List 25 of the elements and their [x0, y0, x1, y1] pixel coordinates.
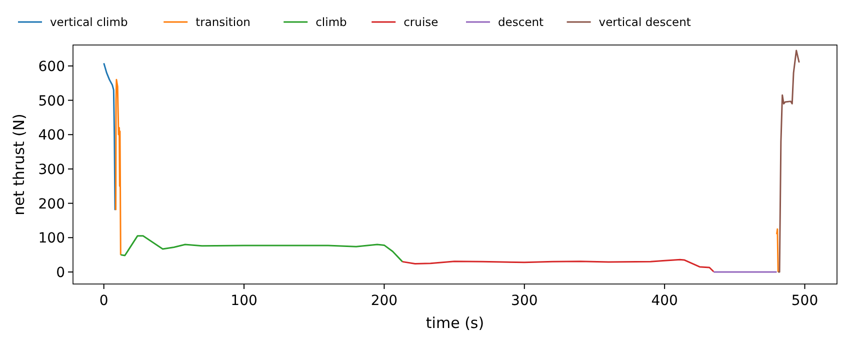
y-tick-label: 400 — [38, 128, 65, 144]
x-tick-label: 0 — [99, 293, 108, 309]
legend-label: vertical descent — [598, 15, 692, 29]
legend-label: vertical climb — [50, 15, 128, 29]
legend-label: climb — [316, 15, 347, 29]
line-series — [777, 50, 800, 273]
y-tick-label: 500 — [38, 93, 65, 110]
line-series — [103, 62, 116, 211]
line-series — [120, 235, 404, 262]
x-tick-label: 500 — [791, 293, 818, 309]
line-series — [402, 258, 714, 272]
legend-label: descent — [498, 15, 544, 29]
y-tick-label: 600 — [38, 58, 65, 75]
legend-label: cruise — [404, 15, 438, 29]
y-tick-label: 100 — [38, 230, 65, 247]
y-tick-label: 200 — [38, 196, 65, 212]
y-tick-label: 0 — [56, 264, 65, 281]
x-tick-label: 200 — [370, 293, 398, 309]
x-axis-title: time (s) — [426, 314, 484, 332]
y-tick-label: 300 — [38, 162, 65, 178]
x-tick-label: 400 — [651, 293, 678, 309]
legend-label: transition — [196, 15, 250, 29]
y-axis-title: net thrust (N) — [10, 114, 28, 216]
x-tick-label: 100 — [230, 293, 258, 309]
x-tick-label: 300 — [511, 293, 538, 309]
